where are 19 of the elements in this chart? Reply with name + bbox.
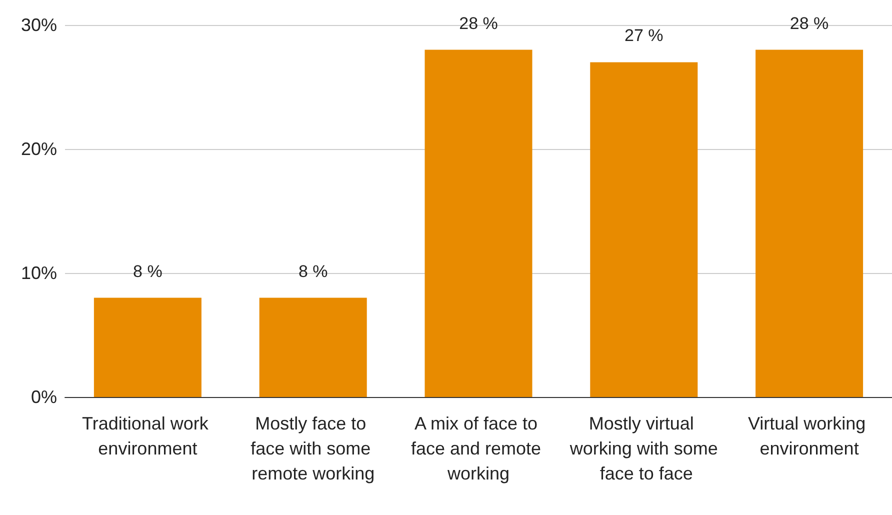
- data-label: 8 %: [133, 262, 162, 281]
- x-tick-label: Traditional work environment: [82, 414, 214, 458]
- data-label: 28 %: [459, 14, 498, 33]
- bar: [756, 50, 864, 397]
- data-label: 28 %: [790, 14, 829, 33]
- y-tick-label: 20%: [20, 139, 57, 159]
- y-tick-label: 30%: [20, 15, 57, 35]
- bar: [590, 62, 698, 397]
- x-tick-label: A mix of face to face and remote working: [410, 414, 546, 484]
- x-tick-label: Mostly virtual working with some face to face: [568, 414, 718, 484]
- bar: [259, 298, 367, 397]
- bar: [424, 50, 532, 397]
- data-label: 27 %: [624, 26, 664, 46]
- data-label: 8 %: [298, 262, 328, 281]
- bar: [94, 298, 202, 397]
- y-tick-label: 10%: [20, 263, 57, 283]
- x-tick-label: Virtual working environment: [748, 414, 871, 458]
- y-tick-label: 0%: [30, 387, 57, 407]
- x-tick-label: Mostly face to face with some remote working: [250, 414, 376, 484]
